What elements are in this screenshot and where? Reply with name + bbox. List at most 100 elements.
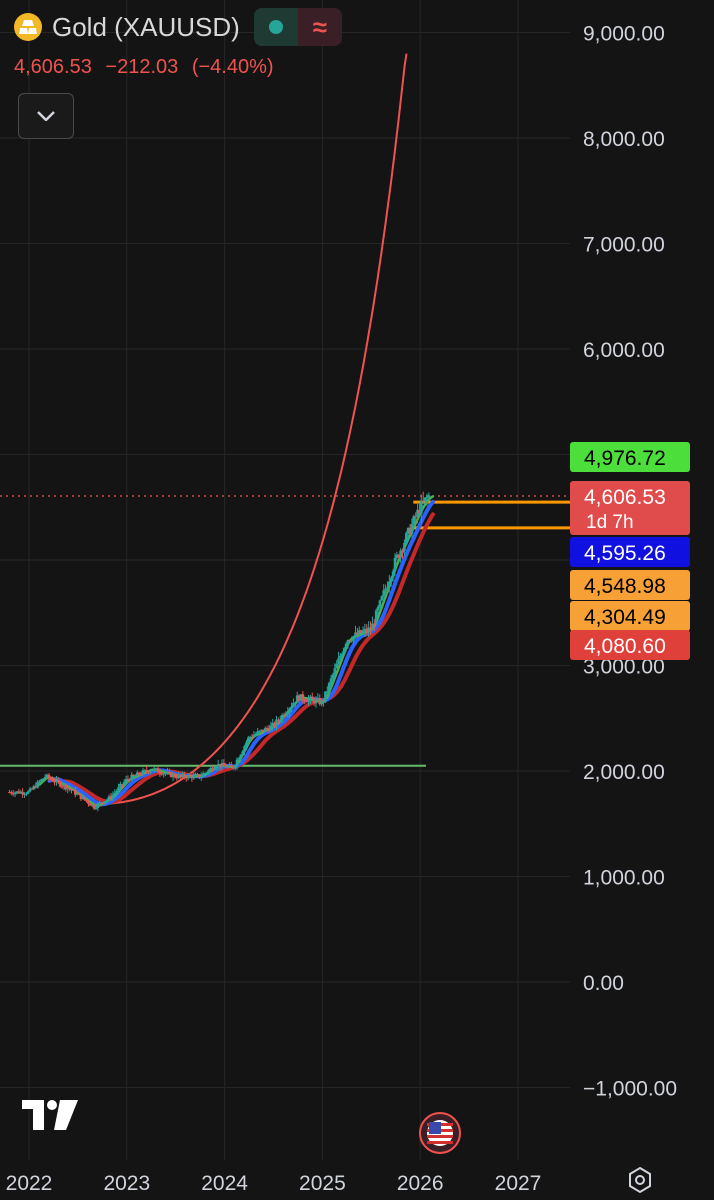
- candle-body: [339, 655, 342, 659]
- candle-body: [288, 708, 291, 713]
- us-flag-icon[interactable]: [419, 1112, 461, 1154]
- candle-body: [277, 719, 280, 721]
- candle-body: [194, 774, 197, 776]
- candle-body: [158, 772, 162, 774]
- candle-body: [356, 632, 359, 635]
- price-tag[interactable]: [570, 601, 690, 631]
- candle-body: [246, 737, 250, 743]
- candle-body: [324, 691, 327, 702]
- market-open-dot-icon[interactable]: [253, 8, 298, 46]
- candle-body: [295, 695, 299, 703]
- candle-body: [173, 774, 177, 778]
- candle-body: [184, 777, 188, 779]
- price-tag[interactable]: [570, 570, 690, 600]
- candle-body: [58, 781, 62, 787]
- candle-body: [139, 774, 143, 776]
- candle-body: [109, 796, 113, 799]
- candle-body: [38, 781, 41, 783]
- candle-body: [120, 784, 124, 786]
- candle-body: [269, 725, 273, 731]
- candle-body: [198, 774, 201, 778]
- candle-body: [196, 774, 199, 776]
- candle-body: [418, 509, 421, 514]
- candle-body: [303, 700, 307, 702]
- candle-body: [384, 588, 387, 591]
- candle-body: [117, 787, 120, 792]
- candle-body: [416, 509, 419, 517]
- candle-body: [312, 699, 316, 704]
- candle-body: [363, 628, 367, 631]
- candle-body: [156, 768, 160, 773]
- candle-body: [201, 773, 205, 777]
- candle-body: [380, 596, 384, 601]
- tradingview-logo-icon[interactable]: [22, 1100, 78, 1135]
- candle-body: [45, 774, 49, 777]
- candle-body: [292, 703, 295, 707]
- settings-icon[interactable]: [626, 1166, 654, 1199]
- price-tag-label: 4,595.26: [584, 542, 666, 565]
- candle-body: [350, 640, 354, 642]
- x-tick-label: 2022: [6, 1172, 53, 1195]
- candle-body: [218, 764, 222, 768]
- candle-body: [162, 773, 165, 775]
- price-tag[interactable]: [570, 481, 690, 535]
- candle-body: [404, 533, 408, 543]
- candle-body: [30, 788, 34, 790]
- collapse-legend-button[interactable]: [18, 93, 74, 139]
- candle-body: [260, 729, 263, 731]
- candle-body: [145, 769, 149, 772]
- price-tag[interactable]: [570, 442, 690, 472]
- candle-body: [320, 700, 323, 705]
- candle-body: [233, 765, 237, 769]
- candle-body: [316, 698, 320, 700]
- candle-body: [89, 803, 92, 806]
- candle-body: [53, 781, 56, 783]
- price-change: −212.03: [105, 56, 179, 78]
- candle-body: [406, 527, 410, 534]
- candle-body: [297, 695, 301, 701]
- candle-body: [143, 769, 147, 771]
- candle-body: [357, 630, 361, 635]
- candle-body: [66, 788, 70, 790]
- countdown-label: 1d 7h: [586, 512, 634, 533]
- candle-body: [314, 699, 318, 704]
- candle-body: [152, 768, 156, 771]
- price-change-percent: (−4.40%): [191, 56, 274, 78]
- price-tag[interactable]: [570, 630, 690, 660]
- candle-body: [286, 712, 290, 714]
- candle-body: [23, 793, 26, 795]
- candle-body: [15, 791, 19, 793]
- market-status[interactable]: ≈: [253, 8, 342, 46]
- approx-wave-icon[interactable]: ≈: [297, 8, 342, 46]
- candle-body: [96, 803, 100, 809]
- candle-body: [254, 734, 258, 736]
- candle-body: [160, 773, 164, 775]
- symbol-title[interactable]: Gold (XAUUSD): [52, 11, 240, 42]
- candle-body: [51, 779, 54, 782]
- candle-body: [376, 606, 380, 611]
- candle-body: [395, 554, 399, 558]
- candle-body: [119, 784, 122, 788]
- candle-body: [47, 774, 51, 779]
- candle-body: [90, 804, 94, 806]
- candle-body: [294, 702, 297, 704]
- candle-body: [64, 784, 68, 790]
- candle-body: [391, 571, 395, 578]
- candle-body: [209, 767, 212, 770]
- candle-body: [186, 775, 190, 779]
- candle-body: [252, 735, 256, 738]
- candle-body: [237, 758, 241, 760]
- candle-body: [205, 772, 209, 774]
- candle-body: [263, 728, 267, 732]
- candle-body: [389, 577, 393, 582]
- candle-body: [154, 768, 158, 770]
- candle-body: [307, 698, 310, 702]
- candle-body: [408, 527, 412, 535]
- candle-body: [141, 770, 145, 775]
- gold-bars-icon: [14, 13, 42, 41]
- candle-body: [412, 516, 416, 525]
- price-tag[interactable]: [570, 537, 690, 567]
- candle-body: [28, 788, 32, 792]
- candle-body: [275, 719, 278, 727]
